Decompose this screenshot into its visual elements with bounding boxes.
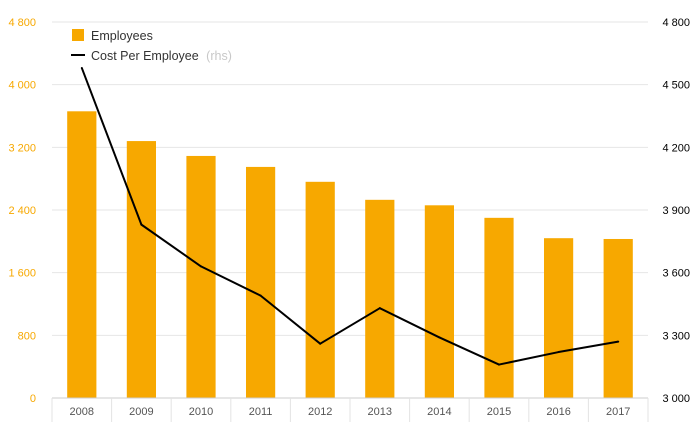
y-left-tick-label: 3 200 <box>8 142 36 154</box>
line-series <box>80 66 620 366</box>
point-cost-per-employee <box>259 294 262 297</box>
point-cost-per-employee <box>140 223 143 226</box>
bar-employees <box>305 181 335 398</box>
x-tick-label: 2016 <box>546 406 570 418</box>
x-tick-label: 2014 <box>427 406 451 418</box>
y-right-tick-label: 4 500 <box>662 80 690 92</box>
legend-swatch-employees <box>72 29 84 41</box>
x-tick-label: 2013 <box>368 406 392 418</box>
point-cost-per-employee <box>498 363 500 366</box>
legend-label-cost-suffix: (rhs) <box>206 49 232 63</box>
x-tick-label: 2012 <box>308 406 332 418</box>
y-right-tick-label: 3 600 <box>662 268 690 280</box>
x-tick-label: 2015 <box>487 406 511 418</box>
y-right-tick-label: 4 200 <box>662 142 690 154</box>
bar-employees <box>484 217 514 398</box>
legend-label-employees: Employees <box>91 29 153 43</box>
legend-label-cost-per-employee: Cost Per Employee (rhs) <box>91 49 232 63</box>
legend-label-cost-name: Cost Per Employee <box>91 49 199 63</box>
bar-employees <box>126 141 157 399</box>
y-right-tick-label: 3 900 <box>662 205 690 217</box>
x-tick-label: 2009 <box>129 406 153 418</box>
bar-employees <box>603 238 633 398</box>
legend: Employees Cost Per Employee (rhs) <box>71 29 232 63</box>
y-left-tick-label: 2 400 <box>8 205 36 217</box>
x-tick-label: 2011 <box>249 406 273 418</box>
point-cost-per-employee <box>80 66 83 69</box>
point-cost-per-employee <box>378 307 381 310</box>
x-tick-label: 2010 <box>189 406 213 418</box>
bar-employees <box>245 166 276 398</box>
x-tick-label: 2017 <box>606 406 630 418</box>
bar-employees <box>365 199 395 398</box>
bar-series <box>67 111 633 399</box>
y-left-tick-label: 0 <box>30 393 36 405</box>
y-left-tick-label: 1 600 <box>8 268 36 280</box>
bar-employees <box>186 155 216 398</box>
y-left-tick-label: 4 000 <box>8 80 36 92</box>
y-right-tick-label: 4 800 <box>662 17 690 29</box>
y-right-tick-label: 3 000 <box>662 393 690 405</box>
point-cost-per-employee <box>617 340 620 343</box>
bar-employees <box>424 205 455 398</box>
point-cost-per-employee <box>200 265 202 268</box>
y-left-tick-label: 4 800 <box>8 17 36 29</box>
bar-employees <box>543 238 574 398</box>
y-right-tick-label: 3 300 <box>662 330 690 342</box>
point-cost-per-employee <box>438 336 441 339</box>
axes: 0 800 1 600 2 400 3 200 4 000 4 800 3 000 3 300 3… <box>8 17 690 422</box>
y-left-tick-label: 800 <box>18 330 36 342</box>
line-cost-per-employee <box>80 67 619 366</box>
x-tick-label: 2008 <box>70 406 94 418</box>
point-cost-per-employee <box>557 351 560 354</box>
bar-employees <box>67 111 97 399</box>
point-cost-per-employee <box>319 342 322 345</box>
